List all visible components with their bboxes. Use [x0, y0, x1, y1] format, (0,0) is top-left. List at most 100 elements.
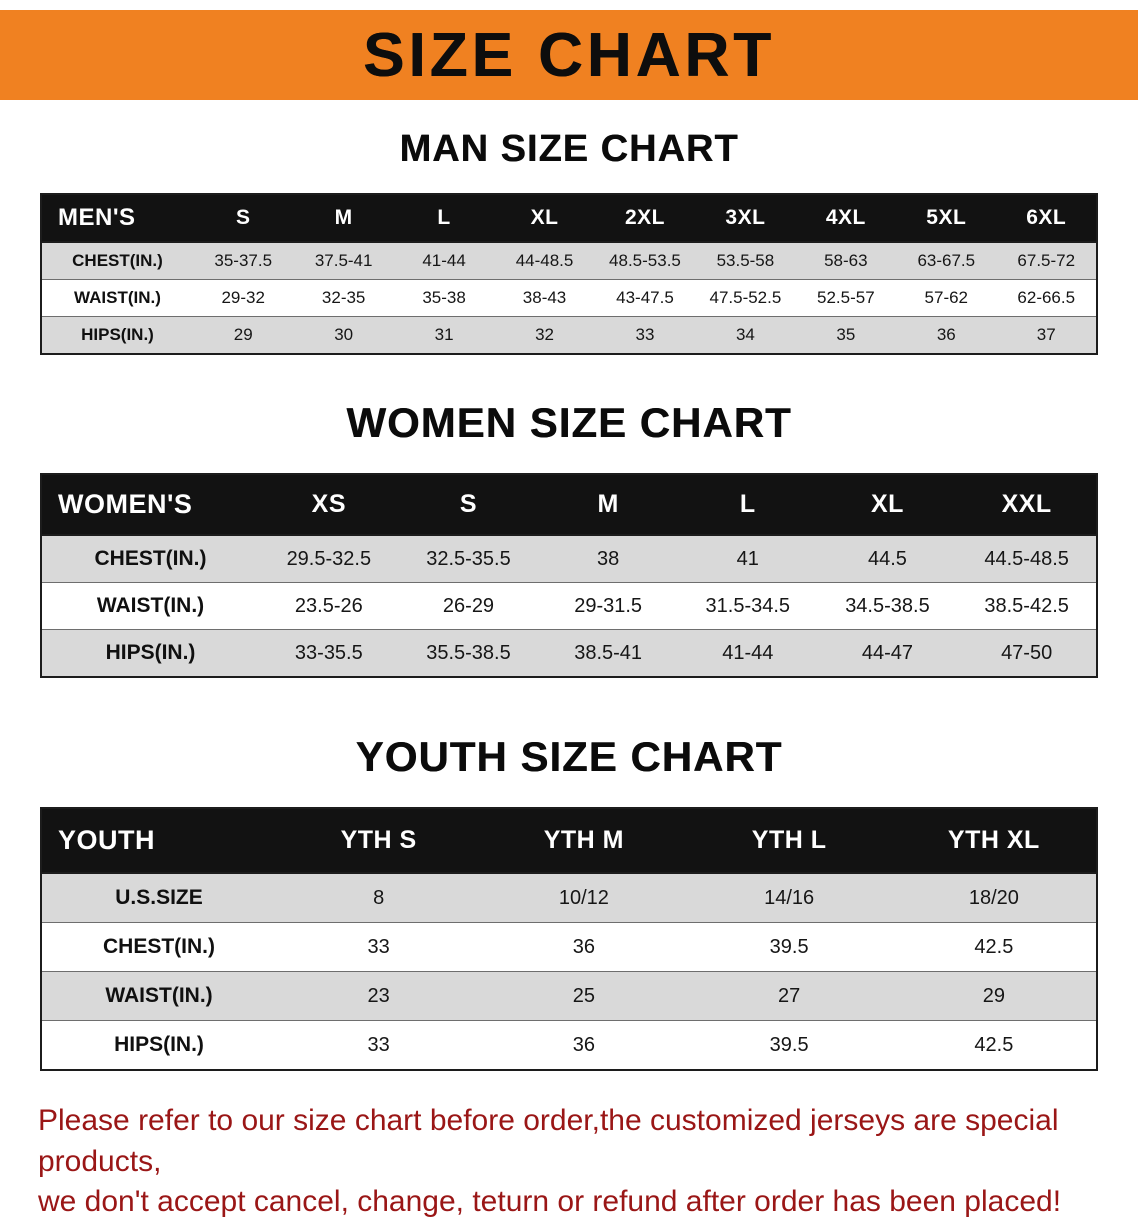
table-row: WAIST(IN.) 23 25 27 29 — [41, 971, 1097, 1021]
value-cell: 35.5-38.5 — [426, 641, 511, 664]
value-cell: 34.5-38.5 — [845, 594, 930, 617]
value-cell: 38.5-42.5 — [984, 594, 1069, 617]
value-cell: 48.5-53.5 — [609, 251, 681, 270]
value-cell: 35-37.5 — [214, 251, 273, 270]
footer-note: Please refer to our size chart before or… — [38, 1101, 1100, 1223]
table-row: HIPS(IN.) 29 30 31 32 33 34 35 36 37 — [41, 316, 1097, 354]
value-cell: 23.5-26 — [294, 594, 363, 617]
value-cell: 57-62 — [924, 288, 969, 307]
table-row: WAIST(IN.) 29-32 32-35 35-38 38-43 43-47.5 47.… — [41, 279, 1097, 317]
value-cell: 36 — [936, 325, 956, 344]
value-cell: 38-43 — [522, 288, 567, 307]
value-cell: 44.5 — [867, 547, 907, 570]
size-header-cell: 4XL — [825, 206, 866, 229]
value-cell: 25 — [572, 984, 595, 1007]
value-cell: 36 — [572, 1033, 595, 1056]
value-cell: 29-32 — [221, 288, 265, 307]
value-cell: 38 — [597, 547, 620, 570]
value-cell: 32.5-35.5 — [426, 547, 511, 570]
value-cell: 29 — [982, 984, 1005, 1007]
value-cell: 33 — [367, 935, 390, 958]
table-row: WAIST(IN.) 23.5-26 26-29 29-31.5 31.5-34.5 34… — [41, 582, 1097, 630]
table-header-row: WOMEN'S XS S M L XL XXL — [41, 474, 1097, 535]
table-row: CHEST(IN.) 29.5-32.5 32.5-35.5 38 41 44.5 44.5… — [41, 535, 1097, 583]
size-header-cell: L — [437, 206, 451, 229]
value-cell: 41-44 — [722, 641, 774, 664]
banner: SIZE CHART — [0, 10, 1138, 100]
table-title-cell: WOMEN'S — [58, 489, 193, 519]
value-cell: 38.5-41 — [574, 641, 643, 664]
table-row: HIPS(IN.) 33-35.5 35.5-38.5 38.5-41 41-44 44-… — [41, 629, 1097, 677]
value-cell: 41 — [736, 547, 759, 570]
table-row: CHEST(IN.) 35-37.5 37.5-41 41-44 44-48.5 48.5… — [41, 242, 1097, 280]
value-cell: 47.5-52.5 — [709, 288, 782, 307]
youth-size-table: YOUTH YTH S YTH M YTH L YTH XL U.S.SIZE 8 10/12… — [40, 807, 1098, 1071]
table-row: U.S.SIZE 8 10/12 14/16 18/20 — [41, 873, 1097, 923]
value-cell: 37.5-41 — [314, 251, 373, 270]
table-title-cell: YOUTH — [58, 825, 155, 855]
value-cell: 35 — [836, 325, 856, 344]
table-header-row: MEN'S S M L XL 2XL 3XL 4XL 5XL 6XL — [41, 194, 1097, 242]
value-cell: 35-38 — [422, 288, 466, 307]
footer-line-1: Please refer to our size chart before or… — [38, 1104, 1059, 1178]
value-cell: 53.5-58 — [716, 251, 775, 270]
size-header-cell: 5XL — [926, 206, 967, 229]
row-label-cell: CHEST(IN.) — [72, 251, 163, 270]
table-title-cell: MEN'S — [58, 204, 136, 231]
value-cell: 14/16 — [764, 886, 815, 909]
row-label-cell: CHEST(IN.) — [94, 547, 207, 570]
value-cell: 63-67.5 — [917, 251, 976, 270]
size-header-cell: 3XL — [725, 206, 766, 229]
row-label-cell: CHEST(IN.) — [103, 935, 215, 958]
size-header-cell: M — [597, 490, 619, 518]
value-cell: 10/12 — [558, 886, 609, 909]
value-cell: 29.5-32.5 — [286, 547, 372, 570]
value-cell: 52.5-57 — [817, 288, 875, 307]
size-header-cell: S — [235, 206, 251, 229]
size-header-cell: XL — [870, 490, 904, 518]
value-cell: 36 — [572, 935, 595, 958]
value-cell: 39.5 — [769, 1033, 809, 1056]
row-label-cell: WAIST(IN.) — [105, 984, 213, 1007]
women-size-heading: WOMEN SIZE CHART — [346, 399, 792, 446]
table-header-row: YOUTH YTH S YTH M YTH L YTH XL — [41, 808, 1097, 873]
value-cell: 33 — [635, 325, 655, 344]
value-cell: 43-47.5 — [616, 288, 674, 307]
value-cell: 31.5-34.5 — [705, 594, 791, 617]
value-cell: 18/20 — [968, 886, 1019, 909]
value-cell: 44.5-48.5 — [984, 547, 1069, 570]
value-cell: 62-66.5 — [1017, 288, 1076, 307]
size-header-cell: 2XL — [624, 206, 665, 229]
value-cell: 33 — [367, 1033, 390, 1056]
row-label-cell: WAIST(IN.) — [96, 594, 205, 617]
size-header-cell: XS — [311, 490, 346, 518]
size-header-cell: XXL — [1001, 490, 1052, 518]
men-size-table: MEN'S S M L XL 2XL 3XL 4XL 5XL 6XL CHEST(IN.) 35-37… — [40, 193, 1098, 355]
value-cell: 44-47 — [861, 641, 914, 664]
row-label-cell: HIPS(IN.) — [114, 1033, 204, 1056]
value-cell: 27 — [778, 984, 801, 1007]
youth-size-heading: YOUTH SIZE CHART — [355, 733, 783, 780]
value-cell: 34 — [735, 325, 755, 344]
value-cell: 41-44 — [422, 251, 466, 270]
man-size-section: MAN SIZE CHART MEN'S S M L XL 2XL 3XL 4XL 5XL 6XL… — [0, 128, 1138, 355]
size-header-cell: 6XL — [1026, 206, 1067, 229]
value-cell: 26-29 — [442, 594, 495, 617]
value-cell: 32-35 — [321, 288, 366, 307]
value-cell: 23 — [367, 984, 390, 1007]
value-cell: 30 — [334, 325, 354, 344]
value-cell: 8 — [373, 886, 385, 909]
value-cell: 32 — [535, 325, 554, 344]
size-header-cell: YTH S — [340, 826, 417, 854]
size-header-cell: L — [739, 490, 756, 518]
man-size-heading: MAN SIZE CHART — [399, 128, 739, 170]
value-cell: 31 — [434, 325, 454, 344]
value-cell: 67.5-72 — [1017, 251, 1076, 270]
row-label-cell: U.S.SIZE — [115, 886, 203, 909]
size-header-cell: XL — [530, 206, 559, 229]
row-label-cell: HIPS(IN.) — [105, 641, 196, 664]
table-row: HIPS(IN.) 33 36 39.5 42.5 — [41, 1020, 1097, 1070]
value-cell: 29-31.5 — [574, 594, 643, 617]
value-cell: 29 — [233, 325, 253, 344]
row-label-cell: WAIST(IN.) — [74, 288, 161, 307]
